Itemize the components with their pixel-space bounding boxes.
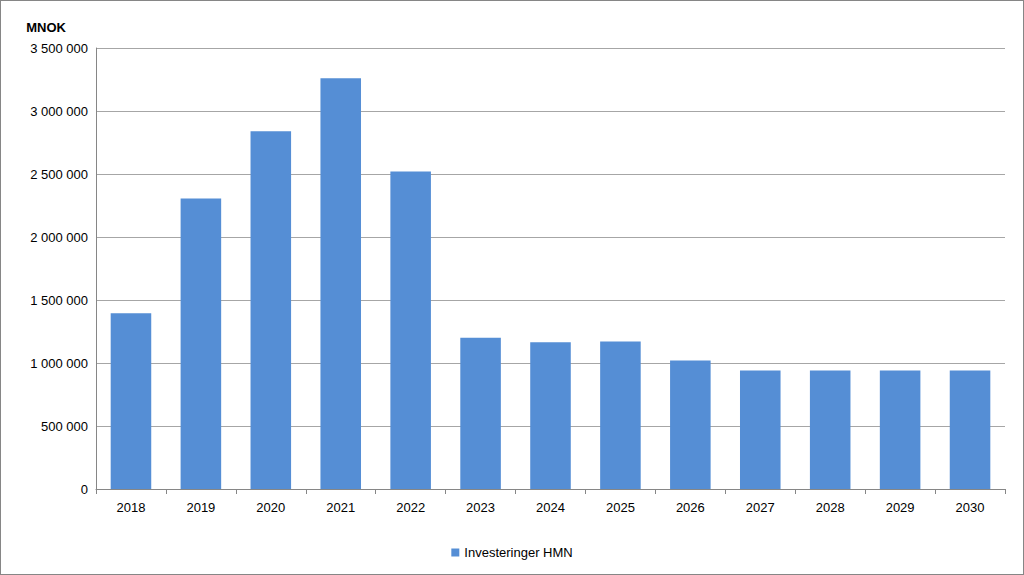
svg-text:2029: 2029 — [886, 500, 915, 515]
svg-text:2018: 2018 — [117, 500, 146, 515]
svg-text:2030: 2030 — [956, 500, 985, 515]
svg-text:Investeringer HMN: Investeringer HMN — [464, 545, 572, 560]
svg-text:0: 0 — [81, 482, 88, 497]
svg-text:2025: 2025 — [606, 500, 635, 515]
svg-text:MNOK: MNOK — [26, 20, 66, 35]
svg-text:500 000: 500 000 — [41, 419, 88, 434]
svg-text:1 500 000: 1 500 000 — [30, 293, 88, 308]
svg-text:2021: 2021 — [326, 500, 355, 515]
svg-text:2027: 2027 — [746, 500, 775, 515]
svg-text:2 000 000: 2 000 000 — [30, 230, 88, 245]
svg-text:2023: 2023 — [466, 500, 495, 515]
svg-text:3 500 000: 3 500 000 — [30, 41, 88, 56]
svg-text:2 500 000: 2 500 000 — [30, 167, 88, 182]
svg-text:1 000 000: 1 000 000 — [30, 356, 88, 371]
svg-text:3 000 000: 3 000 000 — [30, 104, 88, 119]
svg-text:2022: 2022 — [396, 500, 425, 515]
svg-text:2028: 2028 — [816, 500, 845, 515]
svg-text:2019: 2019 — [186, 500, 215, 515]
svg-text:2020: 2020 — [256, 500, 285, 515]
svg-text:2026: 2026 — [676, 500, 705, 515]
svg-text:2024: 2024 — [536, 500, 565, 515]
